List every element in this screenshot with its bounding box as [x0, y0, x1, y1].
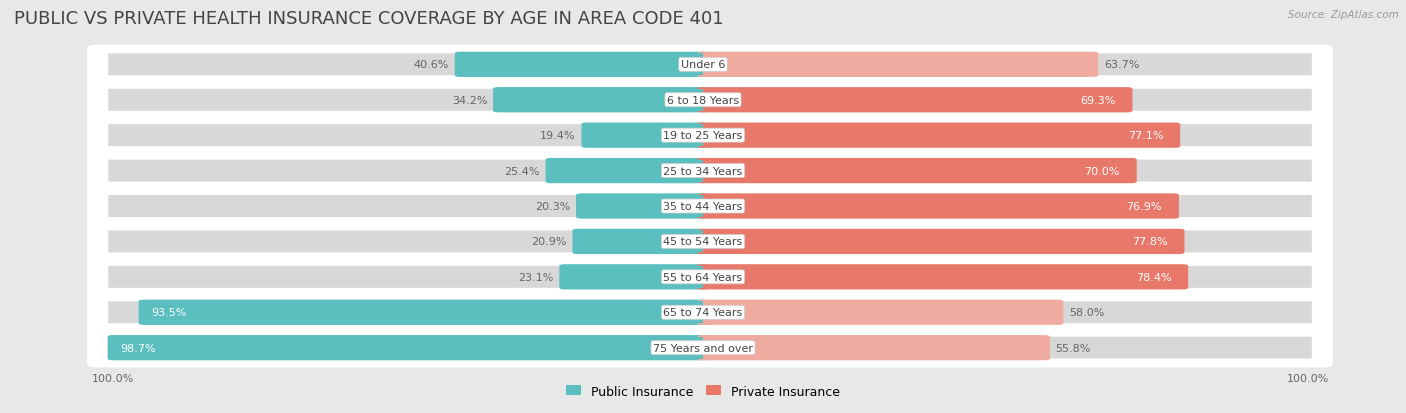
FancyBboxPatch shape — [108, 335, 709, 361]
FancyBboxPatch shape — [494, 88, 709, 113]
FancyBboxPatch shape — [697, 159, 1136, 184]
Bar — [686, 195, 703, 218]
Text: 65 to 74 Years: 65 to 74 Years — [664, 308, 742, 318]
Text: 20.9%: 20.9% — [531, 237, 567, 247]
Text: 75 Years and over: 75 Years and over — [652, 343, 754, 353]
FancyBboxPatch shape — [108, 266, 703, 288]
Text: Under 6: Under 6 — [681, 60, 725, 70]
FancyBboxPatch shape — [108, 337, 703, 359]
FancyBboxPatch shape — [139, 300, 709, 325]
FancyBboxPatch shape — [87, 81, 1333, 120]
Bar — [686, 54, 703, 76]
Bar — [703, 195, 720, 218]
FancyBboxPatch shape — [87, 187, 1333, 226]
Text: 23.1%: 23.1% — [519, 272, 554, 282]
Text: PUBLIC VS PRIVATE HEALTH INSURANCE COVERAGE BY AGE IN AREA CODE 401: PUBLIC VS PRIVATE HEALTH INSURANCE COVER… — [14, 10, 724, 28]
FancyBboxPatch shape — [697, 123, 1180, 148]
FancyBboxPatch shape — [697, 88, 1132, 113]
Text: 77.1%: 77.1% — [1128, 131, 1163, 141]
Bar — [703, 160, 720, 182]
FancyBboxPatch shape — [582, 123, 709, 148]
Text: 78.4%: 78.4% — [1136, 272, 1171, 282]
FancyBboxPatch shape — [697, 265, 1188, 290]
FancyBboxPatch shape — [108, 54, 703, 76]
Text: 25 to 34 Years: 25 to 34 Years — [664, 166, 742, 176]
FancyBboxPatch shape — [108, 195, 703, 218]
FancyBboxPatch shape — [697, 194, 1180, 219]
FancyBboxPatch shape — [87, 45, 1333, 85]
FancyBboxPatch shape — [697, 335, 1050, 361]
FancyBboxPatch shape — [703, 160, 1312, 182]
Text: 98.7%: 98.7% — [121, 343, 156, 353]
Bar — [703, 231, 720, 253]
Text: 34.2%: 34.2% — [451, 95, 488, 105]
FancyBboxPatch shape — [572, 229, 709, 254]
FancyBboxPatch shape — [87, 116, 1333, 156]
FancyBboxPatch shape — [87, 293, 1333, 332]
Text: 35 to 44 Years: 35 to 44 Years — [664, 202, 742, 211]
FancyBboxPatch shape — [576, 194, 709, 219]
Bar — [686, 301, 703, 323]
Bar — [703, 125, 720, 147]
FancyBboxPatch shape — [703, 125, 1312, 147]
FancyBboxPatch shape — [703, 301, 1312, 323]
Bar — [686, 160, 703, 182]
FancyBboxPatch shape — [108, 125, 703, 147]
FancyBboxPatch shape — [87, 222, 1333, 261]
FancyBboxPatch shape — [108, 231, 703, 253]
Bar — [703, 301, 720, 323]
FancyBboxPatch shape — [560, 265, 709, 290]
FancyBboxPatch shape — [87, 328, 1333, 368]
Text: 20.3%: 20.3% — [536, 202, 571, 211]
FancyBboxPatch shape — [703, 54, 1312, 76]
Text: 58.0%: 58.0% — [1069, 308, 1104, 318]
Text: 6 to 18 Years: 6 to 18 Years — [666, 95, 740, 105]
FancyBboxPatch shape — [703, 90, 1312, 112]
Text: 19.4%: 19.4% — [540, 131, 576, 141]
Bar — [703, 337, 720, 359]
Bar — [703, 54, 720, 76]
Text: 100.0%: 100.0% — [91, 373, 134, 383]
Text: 63.7%: 63.7% — [1104, 60, 1139, 70]
FancyBboxPatch shape — [87, 152, 1333, 191]
Bar — [703, 266, 720, 288]
Text: 69.3%: 69.3% — [1080, 95, 1115, 105]
FancyBboxPatch shape — [703, 337, 1312, 359]
FancyBboxPatch shape — [454, 52, 709, 78]
FancyBboxPatch shape — [703, 195, 1312, 218]
FancyBboxPatch shape — [697, 229, 1184, 254]
Bar — [686, 337, 703, 359]
Bar — [686, 125, 703, 147]
Text: 40.6%: 40.6% — [413, 60, 449, 70]
Text: 76.9%: 76.9% — [1126, 202, 1163, 211]
Bar — [686, 266, 703, 288]
FancyBboxPatch shape — [546, 159, 709, 184]
Text: 55.8%: 55.8% — [1056, 343, 1091, 353]
Text: 25.4%: 25.4% — [505, 166, 540, 176]
FancyBboxPatch shape — [697, 52, 1098, 78]
FancyBboxPatch shape — [108, 301, 703, 323]
Bar — [686, 231, 703, 253]
Bar — [703, 90, 720, 112]
Text: 19 to 25 Years: 19 to 25 Years — [664, 131, 742, 141]
Text: 55 to 64 Years: 55 to 64 Years — [664, 272, 742, 282]
Bar — [686, 90, 703, 112]
Text: Source: ZipAtlas.com: Source: ZipAtlas.com — [1288, 10, 1399, 20]
FancyBboxPatch shape — [108, 90, 703, 112]
FancyBboxPatch shape — [703, 266, 1312, 288]
Text: 100.0%: 100.0% — [1286, 373, 1329, 383]
Text: 70.0%: 70.0% — [1084, 166, 1119, 176]
Text: 77.8%: 77.8% — [1132, 237, 1167, 247]
Text: 93.5%: 93.5% — [152, 308, 187, 318]
FancyBboxPatch shape — [703, 231, 1312, 253]
Text: 45 to 54 Years: 45 to 54 Years — [664, 237, 742, 247]
Legend: Public Insurance, Private Insurance: Public Insurance, Private Insurance — [561, 380, 845, 403]
FancyBboxPatch shape — [87, 257, 1333, 297]
FancyBboxPatch shape — [697, 300, 1063, 325]
FancyBboxPatch shape — [108, 160, 703, 182]
